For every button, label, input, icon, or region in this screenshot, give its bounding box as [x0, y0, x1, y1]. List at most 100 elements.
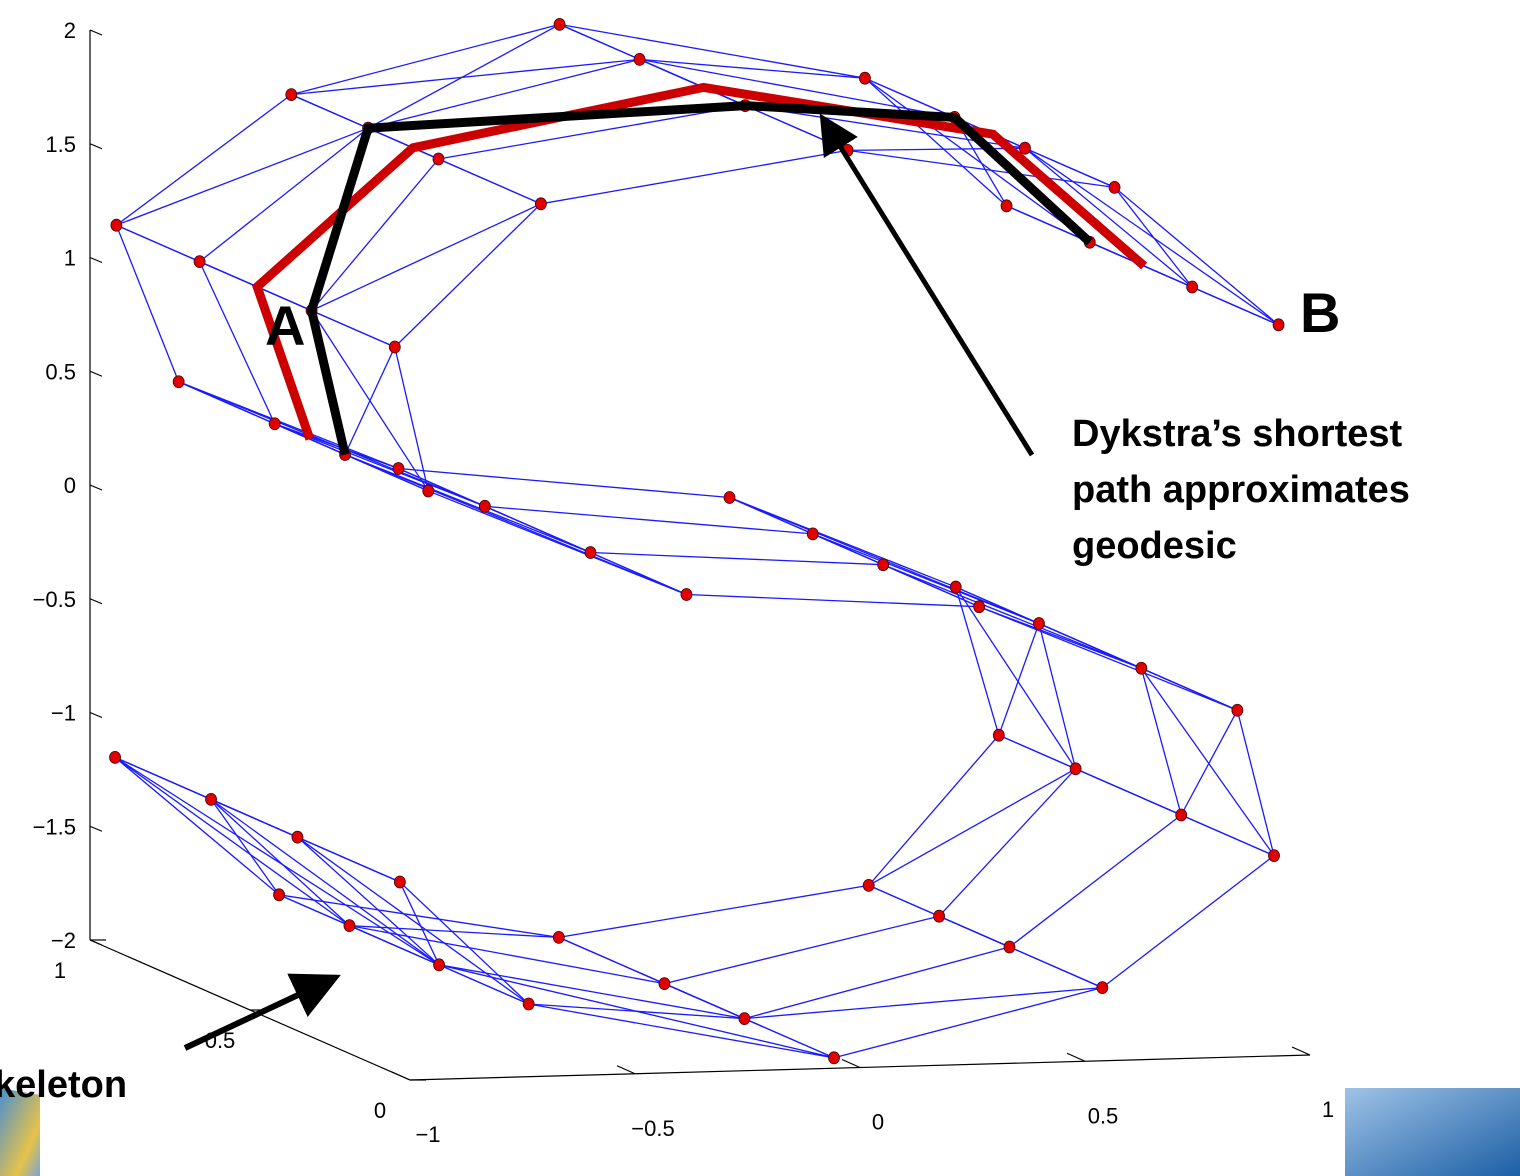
graph-edge — [1141, 668, 1181, 815]
z-tick-label: 0.5 — [45, 359, 76, 384]
point — [878, 559, 889, 571]
z-tick-label: 1 — [64, 246, 76, 271]
point — [434, 959, 445, 971]
point — [269, 418, 280, 430]
point — [194, 256, 205, 268]
point — [585, 547, 596, 559]
graph-edge — [398, 469, 484, 507]
graph-edge — [664, 916, 939, 983]
z-tick-label: −1 — [51, 701, 76, 726]
point — [523, 998, 534, 1010]
annotation-line: geodesic — [1072, 525, 1237, 567]
graph-edge — [541, 150, 848, 203]
graph-edge — [400, 882, 529, 1004]
graph-edge — [529, 1004, 745, 1019]
graph-edge — [1010, 815, 1182, 947]
graph-edge — [395, 204, 541, 347]
point — [344, 920, 355, 932]
graph-edge — [398, 469, 729, 498]
point — [1232, 704, 1243, 716]
label-b: B — [1300, 281, 1340, 344]
z-tick — [90, 713, 102, 718]
point — [479, 500, 490, 512]
x-tick — [617, 1066, 635, 1074]
graph-edge — [115, 757, 349, 925]
graph-edge — [865, 78, 1090, 242]
annotation-line: Dykstra’s shortest — [1072, 413, 1403, 455]
point — [993, 729, 1004, 741]
chart: −2−1.5−1−0.500.511.5200.51−1−0.500.51 A … — [0, 0, 1520, 1176]
point — [1097, 982, 1108, 994]
label-a: A — [265, 294, 305, 357]
z-tick — [90, 144, 102, 149]
y-tick-label: 0 — [374, 1098, 386, 1123]
graph-edge — [869, 885, 939, 916]
graph-edge — [999, 623, 1039, 735]
point — [110, 751, 121, 763]
z-tick — [90, 258, 102, 263]
x-tick-label: 0 — [872, 1110, 884, 1135]
point — [206, 793, 217, 805]
graph-edge — [1039, 623, 1076, 768]
corner-decoration — [1345, 1088, 1520, 1176]
graph-edge — [291, 59, 639, 94]
graph-edge — [848, 148, 1025, 150]
z-tick — [90, 599, 102, 604]
z-tick-label: −0.5 — [33, 587, 76, 612]
graph-edge — [1141, 668, 1274, 855]
point — [859, 72, 870, 84]
point — [681, 589, 692, 601]
graph-edge — [279, 895, 559, 938]
z-tick — [90, 371, 102, 376]
shortest-path — [312, 106, 1090, 455]
graph-edge — [979, 607, 1237, 711]
z-tick-label: −2 — [51, 928, 76, 953]
z-tick — [90, 826, 102, 831]
x-tick — [842, 1060, 860, 1068]
graph-edge — [560, 24, 640, 59]
graph-edge — [869, 769, 1076, 886]
graph-edge — [590, 553, 883, 565]
graph-edge — [116, 128, 368, 225]
graph-edge — [291, 95, 368, 129]
graph-edge — [869, 735, 999, 885]
z-tick — [90, 30, 102, 35]
graph-edge — [116, 95, 291, 226]
point — [274, 889, 285, 901]
point — [535, 198, 546, 210]
graph-edge — [115, 757, 211, 799]
point — [724, 491, 735, 503]
point — [934, 910, 945, 922]
point — [1269, 850, 1280, 862]
point — [433, 153, 444, 165]
point — [739, 1013, 750, 1025]
z-tick — [90, 940, 102, 945]
x-tick — [1067, 1053, 1085, 1061]
graph-edge — [1237, 710, 1274, 855]
point — [1019, 142, 1030, 154]
z-tick — [90, 485, 102, 490]
graph-edge — [1181, 710, 1237, 815]
point — [1033, 617, 1044, 629]
x-tick — [1292, 1047, 1310, 1055]
point — [659, 978, 670, 990]
point — [1187, 281, 1198, 293]
point — [389, 341, 400, 353]
point — [286, 89, 297, 101]
z-tick-label: 1.5 — [45, 132, 76, 157]
point — [1176, 809, 1187, 821]
graph-edge — [686, 595, 979, 607]
graph-edge — [1025, 148, 1192, 287]
graph-edge — [115, 757, 439, 964]
graph-edge — [834, 988, 1102, 1058]
graph-edge — [1115, 187, 1193, 287]
x-tick-label: −1 — [415, 1122, 440, 1147]
point — [634, 53, 645, 65]
graph-edge — [559, 937, 665, 983]
graph-edge — [115, 757, 279, 894]
annotation-line: path approximates — [1072, 469, 1410, 511]
point — [1109, 181, 1120, 193]
x-tick-label: 0.5 — [1088, 1103, 1119, 1128]
x-tick-label: 1 — [1322, 1097, 1334, 1122]
